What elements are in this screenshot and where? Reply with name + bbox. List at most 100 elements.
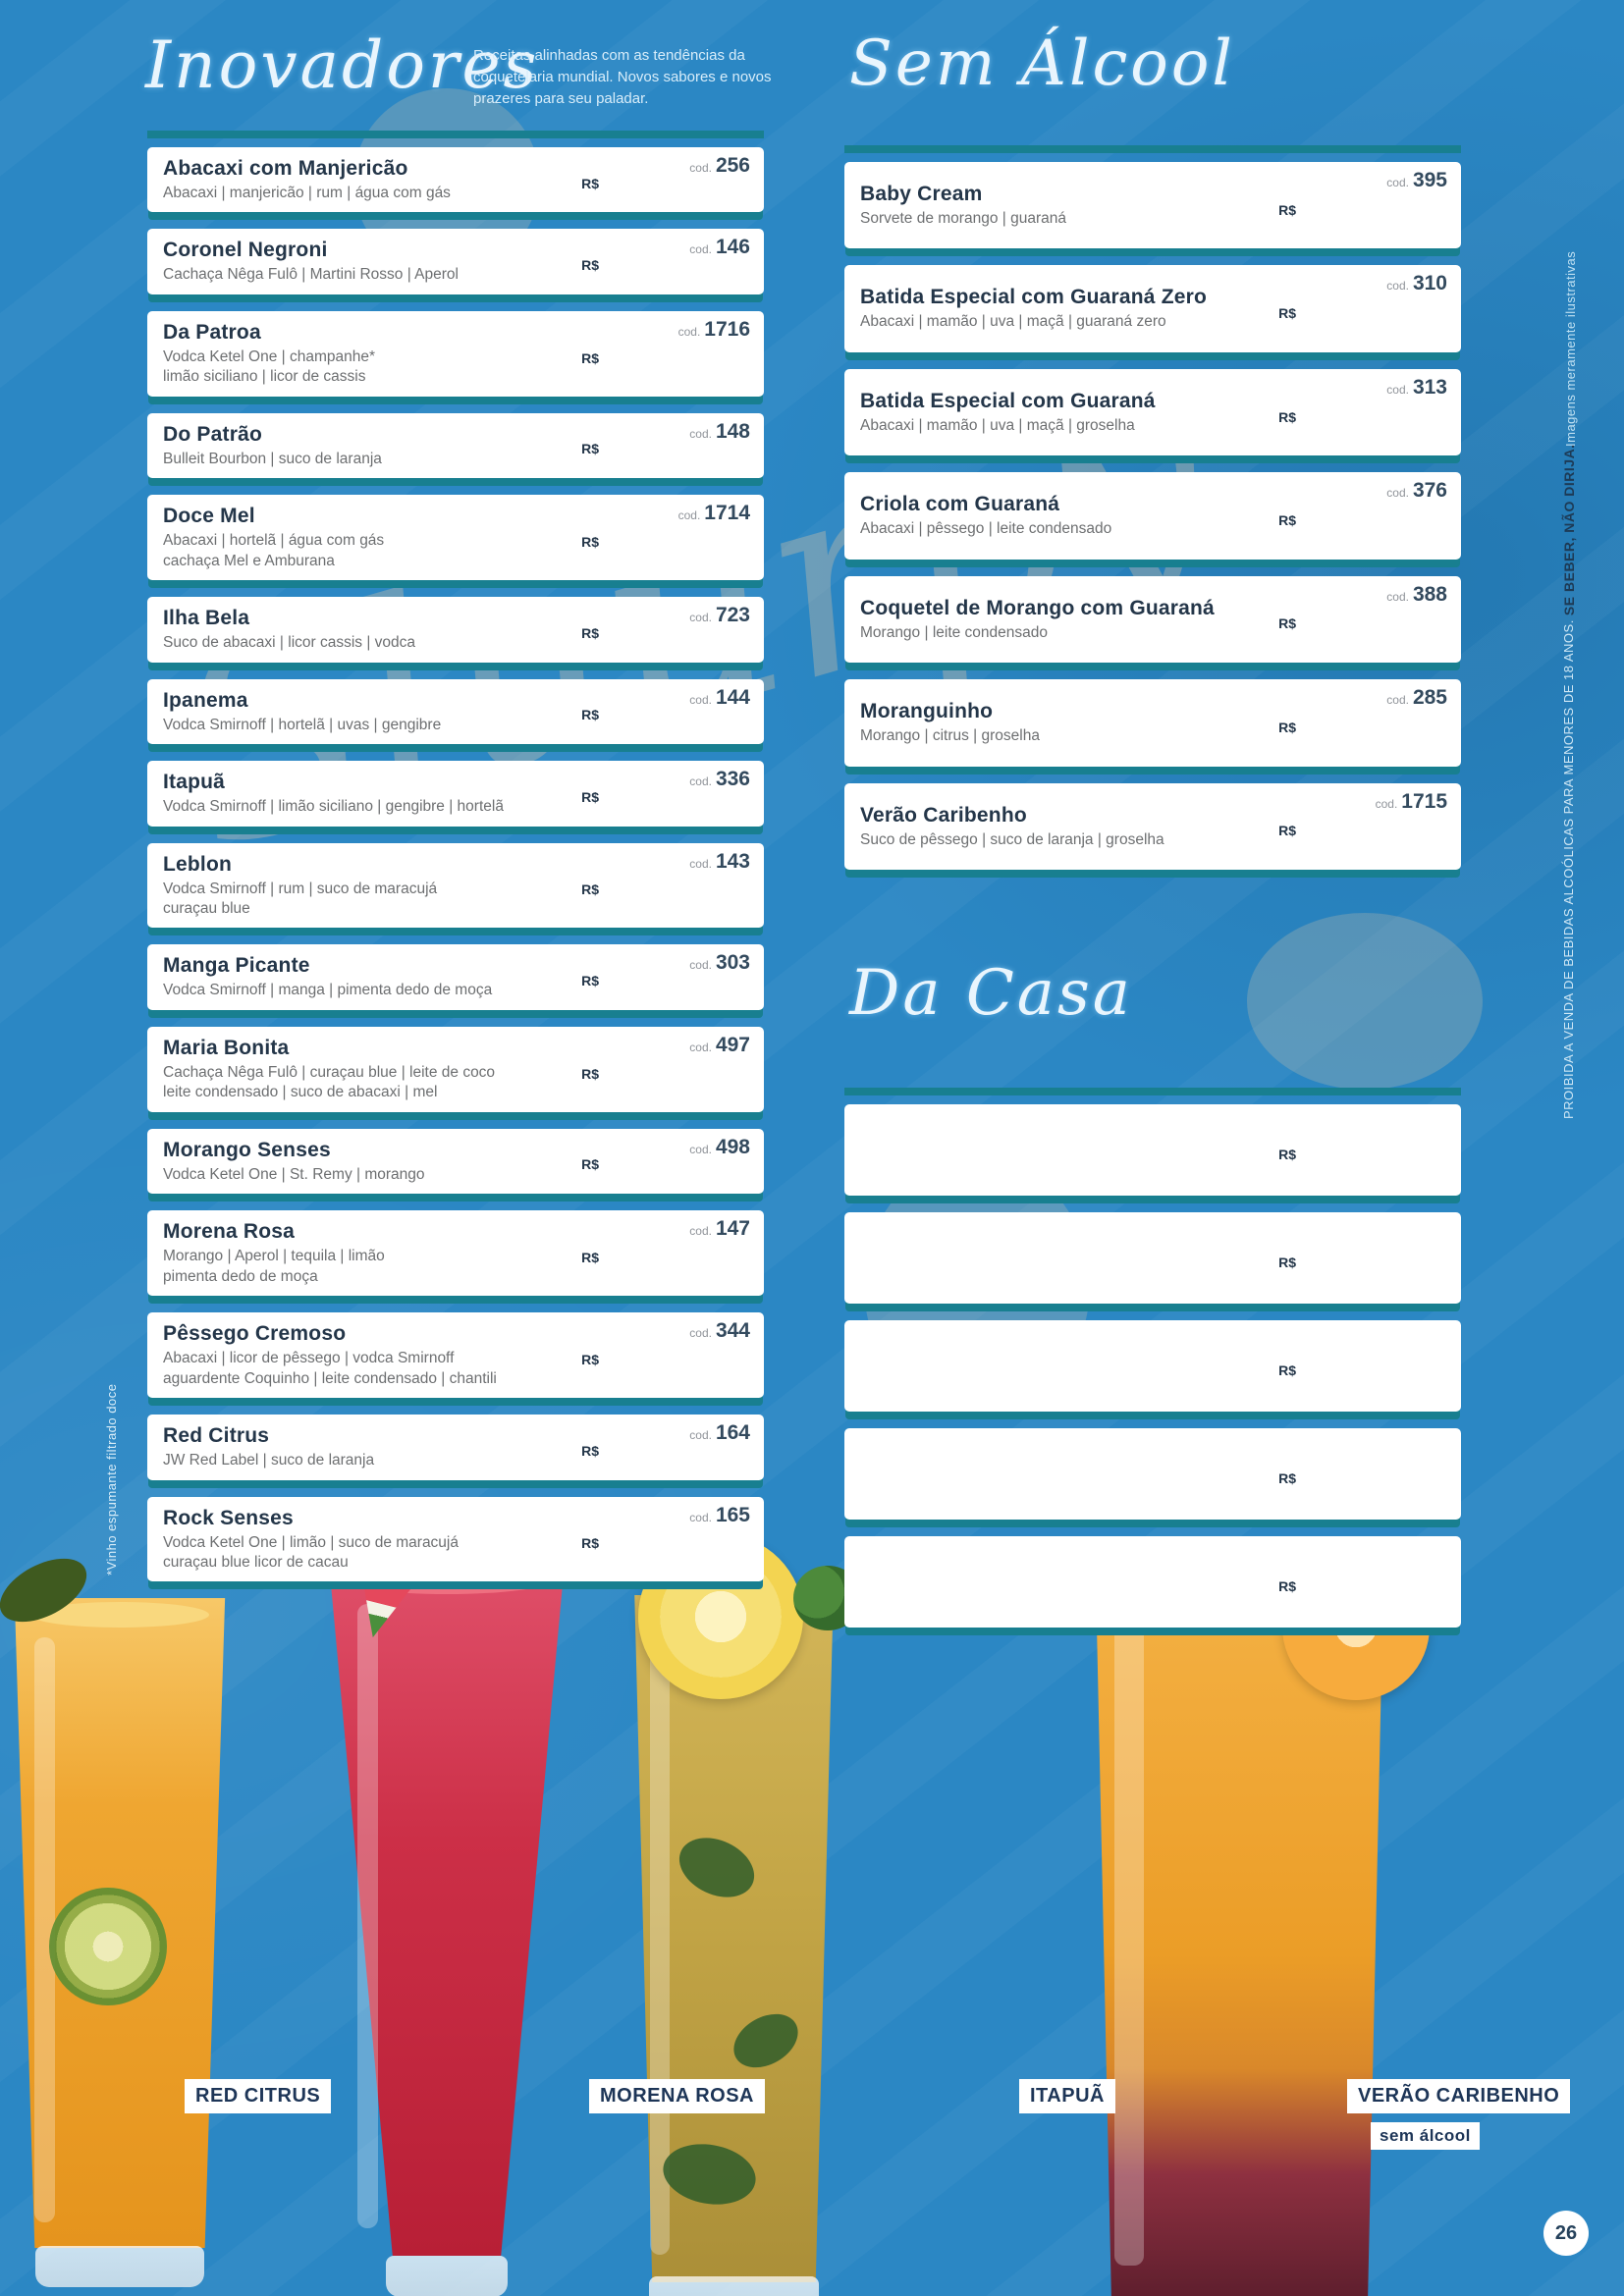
price-label: R$ — [581, 441, 599, 457]
code-label: cod. — [1386, 693, 1409, 708]
menu-item-ingredients: Abacaxi | pêssego | leite condensado — [860, 520, 1112, 538]
menu-item-ingredients: Abacaxi | mamão | uva | maçã | groselha — [860, 416, 1135, 434]
price-label: R$ — [581, 1065, 599, 1082]
menu-item-main: Batida Especial com Guaraná Abacaxi | mam… — [860, 390, 1445, 436]
menu-item-ingredients: leite condensado | suco de abacaxi | mel — [163, 1084, 438, 1101]
item-code: cod. 256 — [689, 154, 750, 178]
menu-item-name: Doce Mel — [163, 505, 255, 528]
price-label: R$ — [581, 881, 599, 898]
price-label: R$ — [581, 175, 599, 191]
menu-item: Criola com Guaraná Abacaxi | pêssego | le… — [844, 472, 1461, 560]
menu-item-name: Moranguinho — [860, 700, 994, 723]
menu-item: Ilha Bela Suco de abacaxi | licor cassis … — [147, 597, 764, 663]
menu-item-ingredients: Morango | citrus | groselha — [860, 727, 1040, 745]
menu-item-ingredients: pimenta dedo de moça — [163, 1267, 318, 1285]
menu-item-name: Itapuã — [163, 771, 226, 794]
menu-item-ingredients: Abacaxi | mamão | uva | maçã | guaraná z… — [860, 313, 1166, 331]
menu-item-ingredients: Morango | Aperol | tequila | limão — [163, 1248, 385, 1265]
drink-photo-red-citrus — [0, 1545, 232, 2287]
menu-item-ingredients: Vodca Smirnoff | hortelã | uvas | gengib… — [163, 716, 442, 733]
menu-item: Batida Especial com Guaraná Abacaxi | mam… — [844, 368, 1461, 456]
photo-sublabel-sem-alcool: sem álcool — [1371, 2122, 1480, 2150]
glass-shine — [34, 1636, 55, 2222]
item-code: cod. 313 — [1386, 376, 1447, 400]
code-number: 395 — [1412, 169, 1447, 191]
price-label: R$ — [581, 788, 599, 805]
code-number: 1715 — [1401, 789, 1447, 813]
menu-item-name: Leblon — [163, 852, 233, 876]
photo-label-red-citrus: RED CITRUS — [185, 2079, 332, 2113]
menu-item-ingredients: Vodca Ketel One | limão | suco de maracu… — [163, 1533, 459, 1551]
price-label: R$ — [581, 1442, 599, 1459]
code-label: cod. — [689, 856, 712, 871]
code-label: cod. — [689, 958, 712, 973]
glass-shine — [1114, 1584, 1145, 2267]
code-label: cod. — [689, 692, 712, 707]
menu-item-ingredients: Cachaça Nêga Fulô | Martini Rosso | Aper… — [163, 266, 459, 284]
section-title-inovadores: Inovadores — [145, 27, 540, 103]
menu-item-ingredients: cachaça Mel e Amburana — [163, 552, 335, 569]
menu-item-ingredients: Vodca Ketel One | St. Remy | morango — [163, 1165, 425, 1183]
section-title-sem-alcool: Sem Álcool — [849, 27, 1235, 100]
menu-item: Coronel Negroni Cachaça Nêga Fulô | Marti… — [147, 229, 764, 294]
menu-item-ingredients: curaçau blue — [163, 899, 250, 917]
glass-base — [386, 2256, 508, 2296]
price-label: R$ — [581, 1535, 599, 1552]
price-label: R$ — [581, 972, 599, 988]
price-label: R$ — [581, 1351, 599, 1367]
menu-item-ingredients: Bulleit Bourbon | suco de laranja — [163, 450, 382, 467]
menu-item-main: Red Citrus JW Red Label | suco de laranja — [163, 1424, 748, 1470]
price-label: R$ — [581, 257, 599, 273]
menu-item: Doce Mel Abacaxi | hortelã | água com gás… — [147, 495, 764, 581]
menu-item-main: Doce Mel Abacaxi | hortelã | água com gás… — [163, 505, 748, 571]
menu-item: Coquetel de Morango com Guaraná Morango |… — [844, 575, 1461, 664]
code-label: cod. — [1375, 796, 1398, 811]
code-number: 497 — [715, 1033, 750, 1056]
menu-item-ingredients: Sorvete de morango | guaraná — [860, 210, 1066, 227]
menu-item-ingredients: Suco de abacaxi | licor cassis | vodca — [163, 634, 416, 652]
code-number: 1714 — [704, 502, 750, 525]
glass-base — [649, 2276, 819, 2296]
item-code: cod. 336 — [689, 768, 750, 791]
code-label: cod. — [677, 324, 701, 339]
item-code: cod. 395 — [1386, 169, 1447, 192]
menu-item-blank: R$ — [844, 1212, 1461, 1304]
drink-photo-verao-caribenho — [1075, 1468, 1430, 2296]
menu-item-name: Verão Caribenho — [860, 803, 1027, 827]
code-label: cod. — [689, 1224, 712, 1239]
menu-item: Abacaxi com Manjericão Abacaxi | manjeric… — [147, 147, 764, 213]
menu-item: Morena Rosa Morango | Aperol | tequila | … — [147, 1210, 764, 1297]
code-number: 256 — [715, 154, 750, 177]
menu-item: Batida Especial com Guaraná Zero Abacaxi … — [844, 265, 1461, 352]
menu-item-main: Coquetel de Morango com Guaraná Morango |… — [860, 597, 1445, 643]
item-code: cod. 143 — [689, 850, 750, 874]
code-number: 165 — [715, 1503, 750, 1526]
menu-item-ingredients: Vodca Smirnoff | limão siciliano | gengi… — [163, 798, 504, 816]
menu-item-name: Abacaxi com Manjericão — [163, 157, 408, 180]
menu-item-main: Baby Cream Sorvete de morango | guaraná — [860, 183, 1445, 229]
menu-item-ingredients: Vodca Smirnoff | manga | pimenta dedo de… — [163, 982, 493, 999]
code-label: cod. — [1386, 176, 1409, 189]
menu-item: Rock Senses Vodca Ketel One | limão | suc… — [147, 1496, 764, 1582]
code-label: cod. — [689, 1428, 712, 1443]
code-number: 1716 — [704, 317, 750, 341]
drink-photo-morena-rosa — [329, 1563, 565, 2296]
item-code: cod. 146 — [689, 236, 750, 259]
drink-photo-itapua — [623, 1534, 862, 2296]
code-label: cod. — [689, 161, 712, 175]
menu-item: Red Citrus JW Red Label | suco de laranja… — [147, 1415, 764, 1480]
menu-item-name: Manga Picante — [163, 954, 310, 978]
code-label: cod. — [1386, 589, 1409, 604]
price-label: R$ — [1278, 1147, 1296, 1163]
menu-item-main: Pêssego Cremoso Abacaxi | licor de pêsseg… — [163, 1322, 748, 1389]
code-number: 336 — [715, 768, 750, 791]
code-number: 146 — [715, 236, 750, 259]
item-code: cod. 164 — [689, 1421, 750, 1445]
price-label: R$ — [1278, 719, 1296, 735]
menu-list-inovadores: Abacaxi com Manjericão Abacaxi | manjeric… — [147, 131, 764, 1598]
menu-item-name: Morango Senses — [163, 1138, 331, 1161]
menu-item-main: Morena Rosa Morango | Aperol | tequila | … — [163, 1220, 748, 1287]
code-number: 147 — [715, 1217, 750, 1241]
menu-item-ingredients: Cachaça Nêga Fulô | curaçau blue | leite… — [163, 1063, 496, 1081]
menu-item-name: Ipanema — [163, 688, 248, 712]
